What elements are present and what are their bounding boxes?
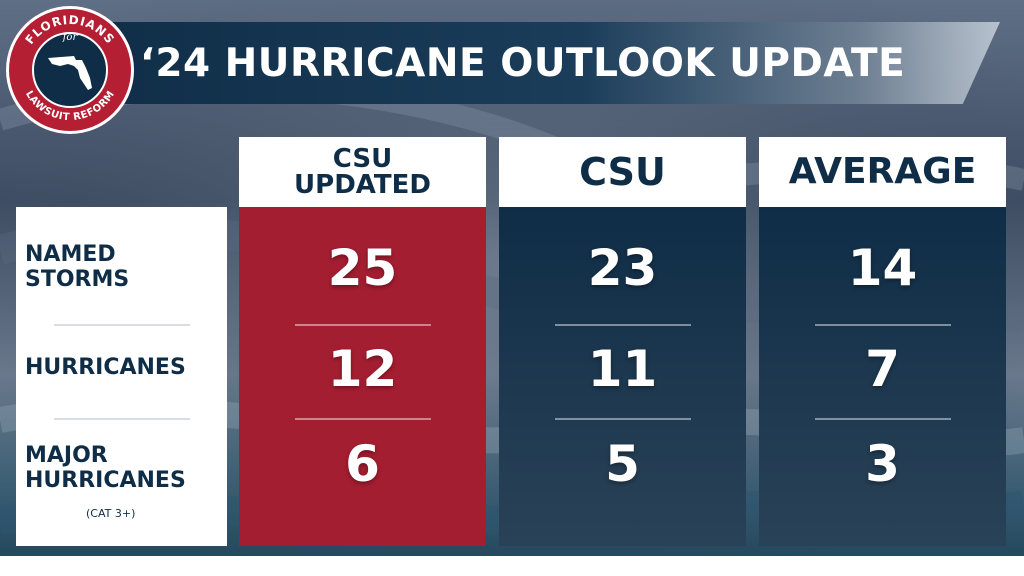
value-hurricanes: 11 <box>587 340 658 398</box>
column-body: 14 7 3 <box>759 207 1006 546</box>
value-named-storms: 23 <box>587 239 658 297</box>
florida-map-icon <box>48 56 92 90</box>
row-label-major-hurricanes: MAJOR HURRICANES <box>25 443 186 493</box>
column-csu-updated: CSU UPDATED 25 12 6 <box>239 137 486 546</box>
value-divider <box>555 324 691 326</box>
value-major-hurricanes: 3 <box>865 435 900 493</box>
column-header-label: CSU <box>579 150 666 194</box>
row-label-named-storms: NAMED STORMS <box>25 242 130 292</box>
column-average: AVERAGE 14 7 3 <box>759 137 1006 546</box>
row-divider <box>54 418 190 420</box>
bottom-strip <box>0 556 1024 576</box>
value-hurricanes: 12 <box>327 340 398 398</box>
page-title: ‘24 HURRICANE OUTLOOK UPDATE <box>140 41 906 86</box>
column-header-label: AVERAGE <box>788 151 977 192</box>
row-label-major-note: (CAT 3+) <box>86 507 136 520</box>
value-named-storms: 25 <box>327 239 398 297</box>
value-divider <box>555 418 691 420</box>
column-body: 25 12 6 <box>239 207 486 546</box>
value-named-storms: 14 <box>847 239 918 297</box>
value-hurricanes: 7 <box>865 340 900 398</box>
value-divider <box>295 418 431 420</box>
logo-for-text: for <box>62 32 78 43</box>
logo-inner-circle <box>32 32 108 108</box>
row-divider <box>54 324 190 326</box>
column-body: 23 11 5 <box>499 207 746 546</box>
row-label-hurricanes: HURRICANES <box>25 355 186 380</box>
value-major-hurricanes: 5 <box>605 435 640 493</box>
column-header-csu-updated: CSU UPDATED <box>239 137 486 207</box>
column-header-csu: CSU <box>499 137 746 207</box>
column-header-average: AVERAGE <box>759 137 1006 207</box>
value-divider <box>815 324 951 326</box>
column-header-label: CSU UPDATED <box>294 144 431 200</box>
value-divider <box>295 324 431 326</box>
row-labels-panel: NAMED STORMS HURRICANES MAJOR HURRICANES… <box>16 207 227 546</box>
floridians-for-lawsuit-reform-logo: FLORIDIANS LAWSUIT REFORM for <box>6 6 134 134</box>
column-csu: CSU 23 11 5 <box>499 137 746 546</box>
title-banner <box>70 22 1000 104</box>
value-major-hurricanes: 6 <box>345 435 380 493</box>
value-divider <box>815 418 951 420</box>
